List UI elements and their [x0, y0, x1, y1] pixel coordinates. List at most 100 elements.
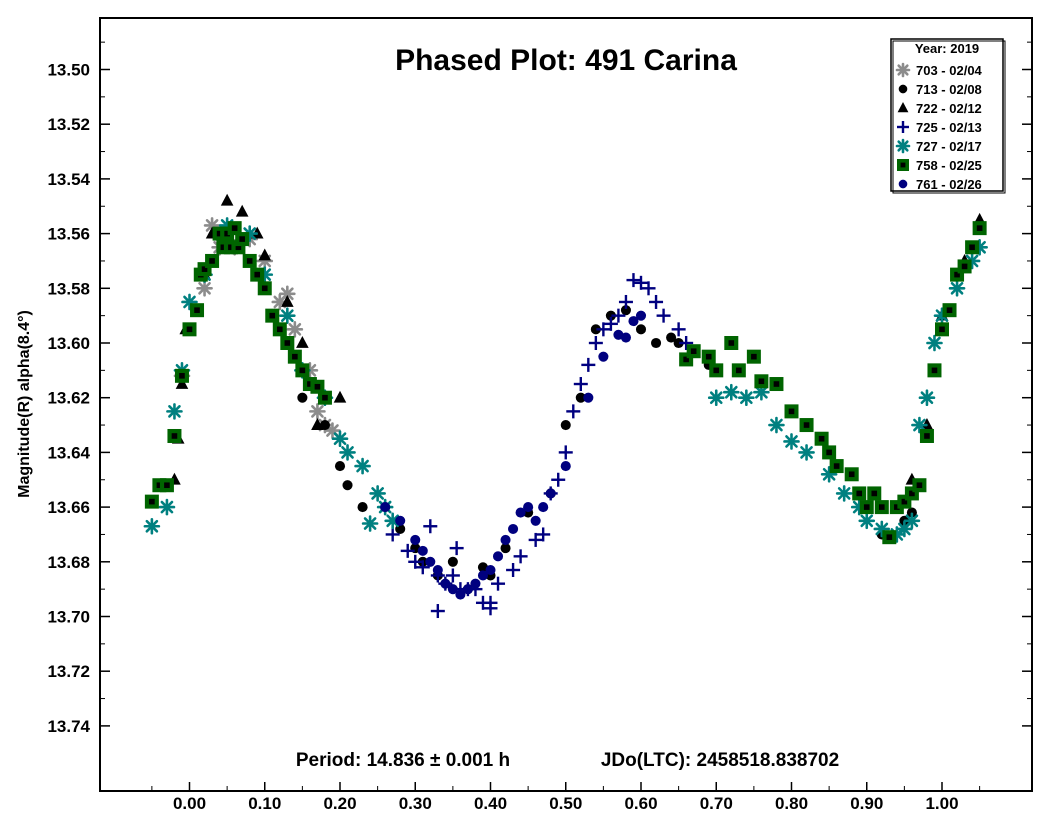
data-point	[598, 351, 609, 362]
y-tick-label: 13.74	[47, 717, 90, 736]
data-point	[295, 363, 310, 378]
data-point	[671, 322, 686, 337]
data-point	[620, 305, 631, 316]
data-point	[220, 193, 234, 206]
data-point	[227, 221, 242, 236]
data-point	[746, 349, 761, 364]
data-point	[272, 322, 287, 337]
data-point	[287, 349, 302, 364]
legend-label: 722 - 02/12	[916, 101, 982, 116]
data-point	[400, 543, 415, 558]
data-point	[380, 502, 391, 513]
data-point	[784, 404, 799, 419]
x-tick-label: 0.20	[323, 794, 356, 813]
data-point	[635, 324, 647, 335]
y-tick-label: 13.54	[47, 170, 90, 189]
data-point	[166, 403, 183, 420]
data-point	[814, 431, 829, 446]
data-point	[279, 307, 296, 324]
y-tick-label: 13.60	[47, 334, 90, 353]
data-point	[258, 248, 272, 261]
data-point	[334, 461, 346, 472]
data-point	[286, 321, 304, 338]
data-point	[835, 485, 853, 502]
data-point	[309, 403, 326, 420]
data-point	[515, 507, 526, 518]
legend-items: 703 - 02/04 713 - 02/08 722 - 02/12 725 - 0…	[895, 62, 983, 192]
data-point	[445, 568, 460, 583]
x-tick-label: 0.30	[399, 794, 432, 813]
data-point	[492, 551, 504, 562]
data-point	[620, 332, 631, 343]
data-point	[754, 374, 769, 389]
data-point	[628, 316, 639, 327]
data-point	[596, 322, 611, 337]
data-point	[911, 416, 928, 434]
footer-period: Period: 14.836 ± 0.001 h	[296, 750, 510, 771]
data-point	[425, 556, 436, 567]
data-point	[935, 322, 949, 337]
data-point	[626, 273, 641, 288]
data-points	[143, 193, 988, 619]
data-point	[635, 310, 647, 321]
data-point	[311, 418, 324, 430]
series-5	[143, 217, 988, 543]
legend-label: 758 - 02/25	[916, 158, 982, 173]
series-7	[380, 310, 647, 600]
data-point	[485, 564, 496, 576]
data-point	[144, 494, 159, 509]
y-tick-label: 13.64	[47, 443, 90, 462]
data-point	[159, 478, 174, 493]
data-point	[957, 259, 972, 274]
legend-marker	[895, 138, 911, 154]
data-point	[799, 418, 814, 433]
legend-shadow	[892, 40, 1006, 194]
data-point	[829, 459, 844, 474]
data-point	[281, 294, 294, 307]
data-point	[560, 461, 571, 472]
data-point	[882, 530, 897, 545]
y-axis-label: Magnitude(R) alpha(8.4°)	[16, 310, 33, 498]
data-point	[447, 584, 458, 595]
chart-title: Phased Plot: 491 Carina	[395, 44, 737, 77]
data-point	[634, 275, 648, 290]
data-point	[666, 332, 677, 343]
x-tick-label: 0.50	[549, 794, 582, 813]
data-point	[508, 523, 519, 535]
data-point	[942, 303, 957, 318]
data-point	[965, 240, 980, 255]
data-point	[927, 363, 942, 378]
legend-label: 761 - 02/26	[916, 177, 982, 192]
data-point	[447, 556, 458, 567]
data-point	[867, 486, 882, 501]
data-point	[536, 527, 551, 542]
y-tick-label: 13.62	[47, 389, 90, 408]
data-point	[158, 498, 176, 516]
data-point	[903, 512, 921, 530]
data-point	[333, 390, 347, 403]
data-point	[822, 445, 837, 460]
data-point	[361, 515, 379, 532]
data-point	[859, 500, 874, 515]
data-point	[331, 430, 349, 448]
footer-epoch: JDo(LTC): 2458518.838702	[601, 750, 839, 771]
data-point	[641, 281, 656, 296]
legend-marker	[897, 159, 909, 171]
legend: Year: 2019 703 - 02/04 713 - 02/08 722 - 0…	[890, 38, 1006, 194]
data-point	[679, 336, 694, 350]
legend-label: 725 - 02/13	[916, 120, 982, 135]
data-point	[408, 554, 423, 569]
data-point	[731, 363, 746, 378]
data-point	[500, 534, 511, 545]
data-point	[296, 336, 309, 348]
data-point	[605, 310, 616, 321]
y-tick-label: 13.70	[47, 608, 90, 627]
data-point	[190, 303, 205, 318]
data-point	[455, 589, 466, 600]
x-tick-label: 1.00	[925, 794, 958, 813]
data-point	[972, 221, 987, 236]
data-point	[769, 377, 784, 392]
data-point	[783, 433, 800, 450]
data-point	[449, 541, 464, 556]
